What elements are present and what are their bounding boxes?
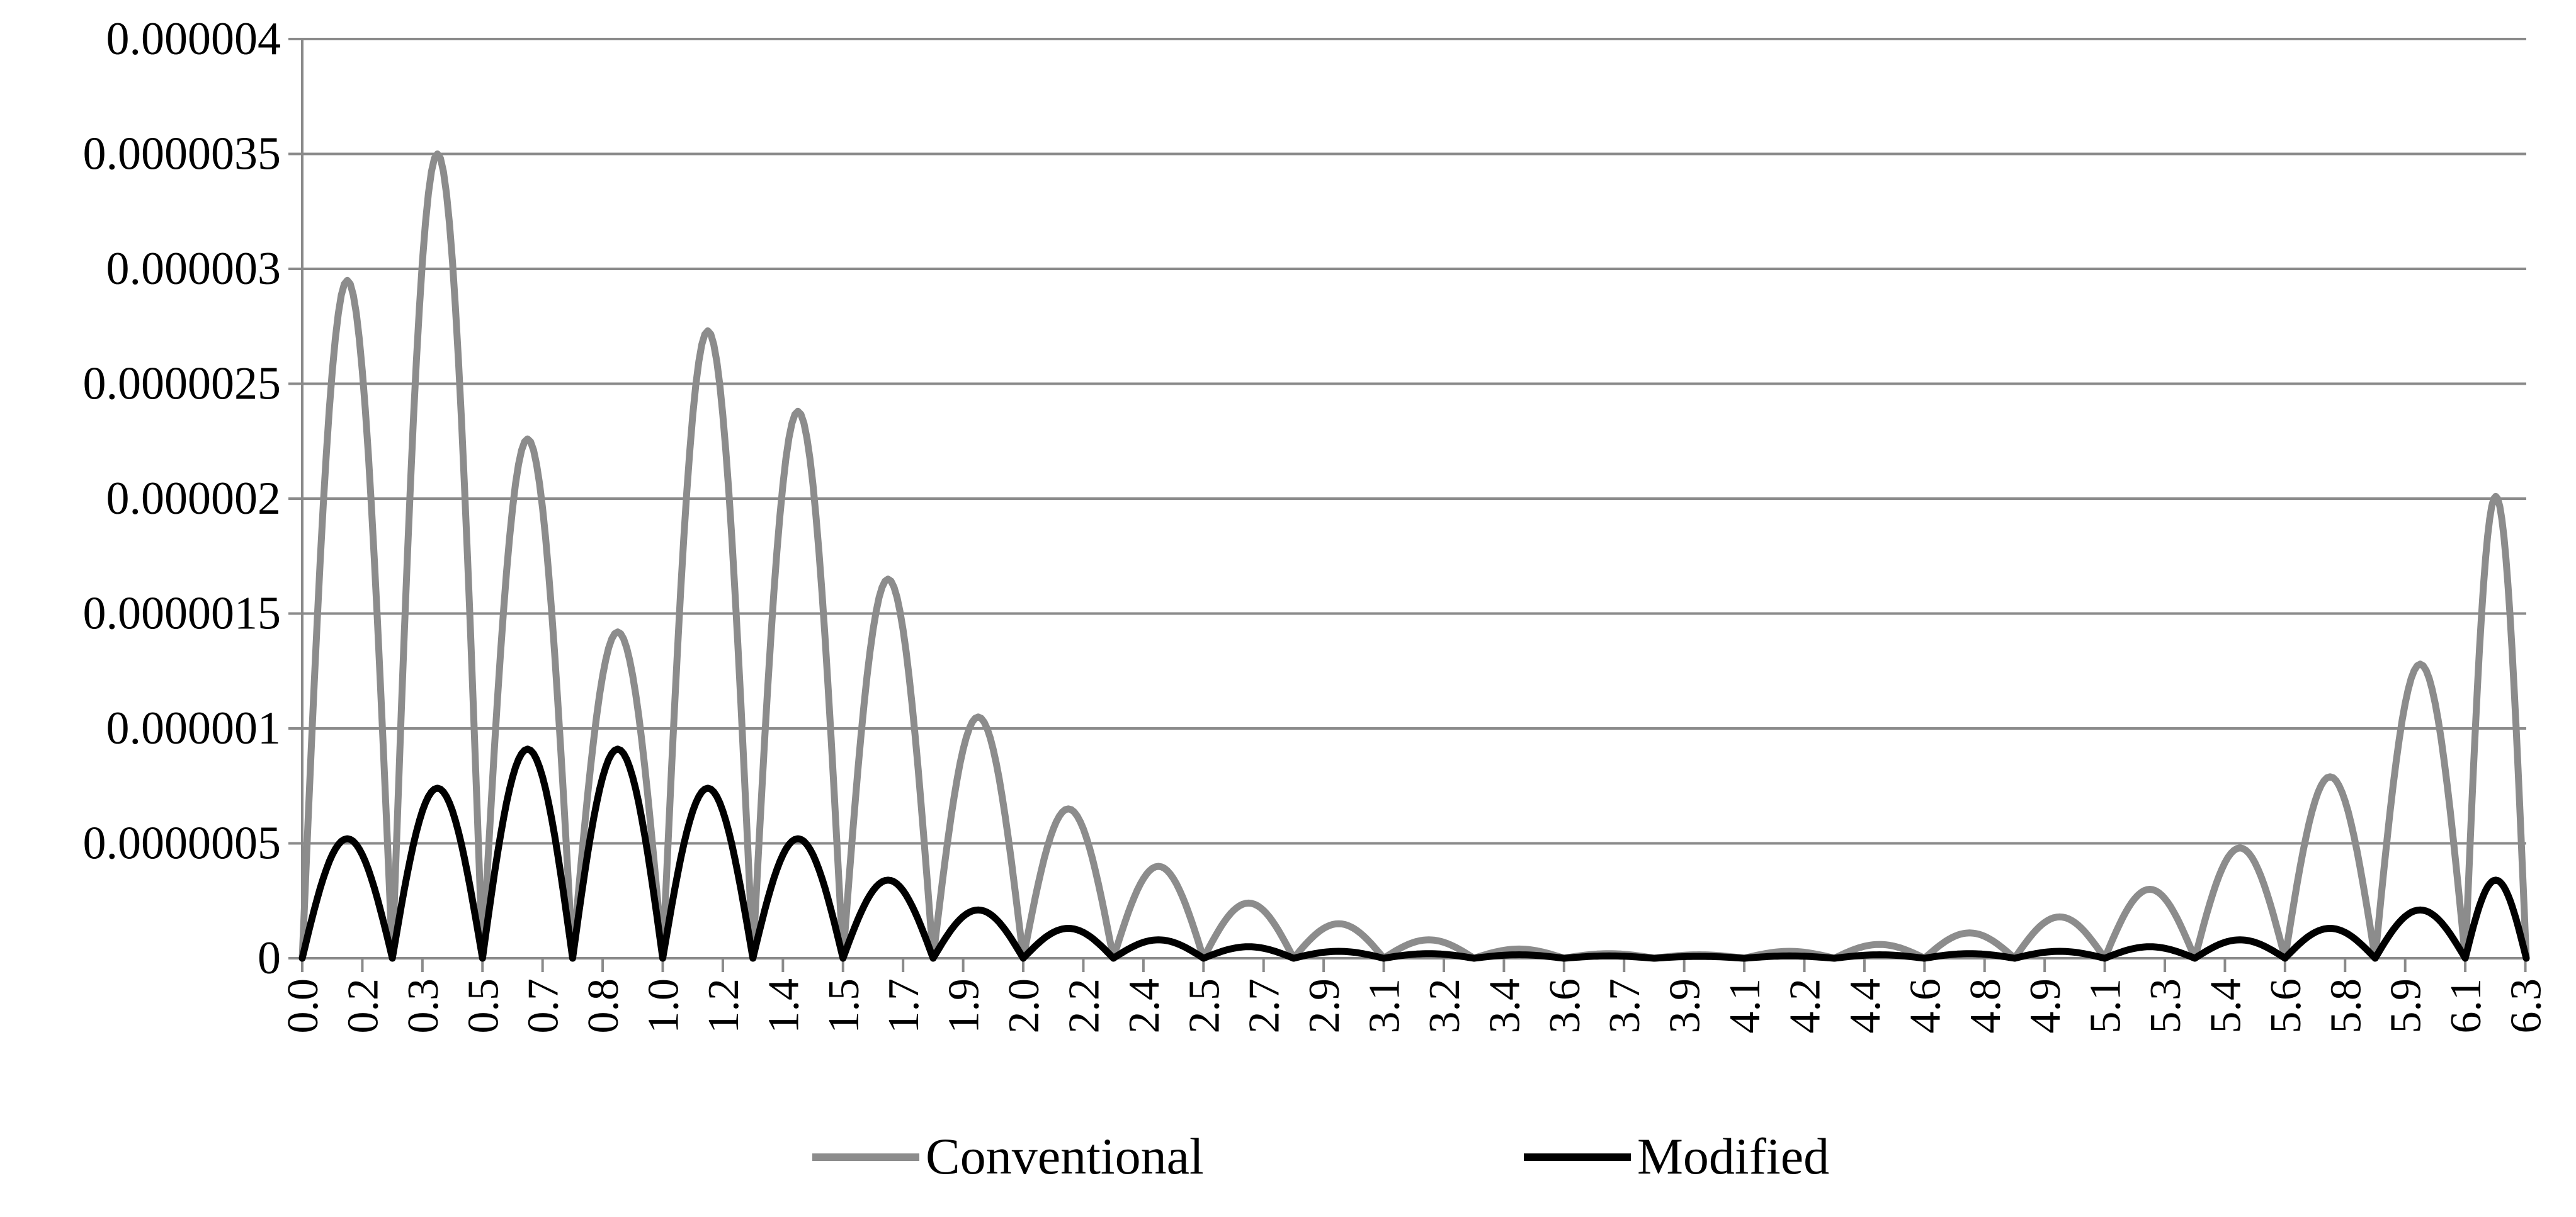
x-tick-labels: 0.0 0.2 0.3 0.5 0.7 0.8 1.0 1.2 1.4 1.5 1.7 1.9 2.0 2…	[279, 978, 2551, 1034]
series-line-conventional	[298, 150, 2530, 962]
x-tick-label: 0.8	[579, 978, 628, 1034]
x-tick-label: 0.3	[399, 978, 448, 1034]
x-tick-label: 1.2	[700, 978, 748, 1034]
x-tick-label: 2.4	[1120, 978, 1169, 1034]
x-tick-label: 1.9	[940, 978, 989, 1034]
x-tick-label: 4.2	[1781, 978, 1830, 1034]
x-tick-label: 4.4	[1841, 978, 1890, 1034]
x-tick-label: 3.1	[1361, 978, 1409, 1034]
x-tick-label: 3.6	[1541, 978, 1589, 1034]
y-tick-labels: 0 0.0000005 0.000001 0.0000015 0.000002 0.000…	[83, 13, 281, 984]
x-tick-label: 3.9	[1661, 978, 1710, 1034]
y-tick-label: 0.000001	[106, 703, 281, 754]
x-tick-label: 2.0	[1000, 978, 1048, 1034]
gridlines	[302, 38, 2526, 959]
x-tick-label: 3.2	[1421, 978, 1469, 1034]
x-tick-label: 5.9	[2382, 978, 2431, 1034]
series-line-modified	[298, 745, 2530, 962]
x-tick-label: 1.7	[880, 978, 928, 1034]
x-tick-label: 1.5	[820, 978, 868, 1034]
x-tick-label: 4.8	[1961, 978, 2010, 1034]
x-tick-label: 0.2	[339, 978, 387, 1034]
y-tick-label: 0.000004	[106, 13, 281, 65]
x-tick-label: 1.0	[640, 978, 688, 1034]
x-tick-label: 4.6	[1901, 978, 1949, 1034]
y-tick-label: 0.0000015	[83, 588, 281, 640]
legend-label-conventional: Conventional	[926, 1128, 1204, 1185]
x-tick-label: 0.7	[519, 978, 568, 1034]
x-tick-label: 0.0	[279, 978, 327, 1034]
x-tick-label: 0.5	[459, 978, 508, 1034]
y-tick-label: 0.000002	[106, 473, 281, 524]
x-tick-label: 5.4	[2201, 978, 2250, 1034]
x-tick-label: 2.2	[1060, 978, 1108, 1034]
x-tick-label: 2.9	[1300, 978, 1349, 1034]
x-tick-label: 4.9	[2021, 978, 2070, 1034]
y-tick-label: 0	[258, 932, 281, 984]
legend: Conventional Modified	[812, 1128, 1829, 1185]
x-tick-label: 5.1	[2082, 978, 2130, 1034]
y-tick-label: 0.0000035	[83, 128, 281, 180]
x-tick-label: 5.3	[2142, 978, 2190, 1034]
x-tick-label: 3.7	[1601, 978, 1649, 1034]
x-tick-label: 5.6	[2262, 978, 2310, 1034]
x-tick-label: 4.1	[1721, 978, 1769, 1034]
x-tick-label: 3.4	[1480, 978, 1529, 1034]
y-tick-label: 0.0000005	[83, 818, 281, 869]
series-lines	[298, 150, 2530, 962]
x-tick-label: 6.1	[2442, 978, 2490, 1034]
axes	[288, 38, 2527, 972]
y-tick-label: 0.0000025	[83, 358, 281, 410]
x-tick-label: 2.7	[1240, 978, 1289, 1034]
x-tick-label: 1.4	[759, 978, 808, 1034]
legend-label-modified: Modified	[1637, 1128, 1829, 1185]
x-tick-label: 5.8	[2322, 978, 2370, 1034]
x-tick-label: 6.3	[2502, 978, 2551, 1034]
x-tick-label: 2.5	[1180, 978, 1228, 1034]
y-tick-label: 0.000003	[106, 243, 281, 295]
